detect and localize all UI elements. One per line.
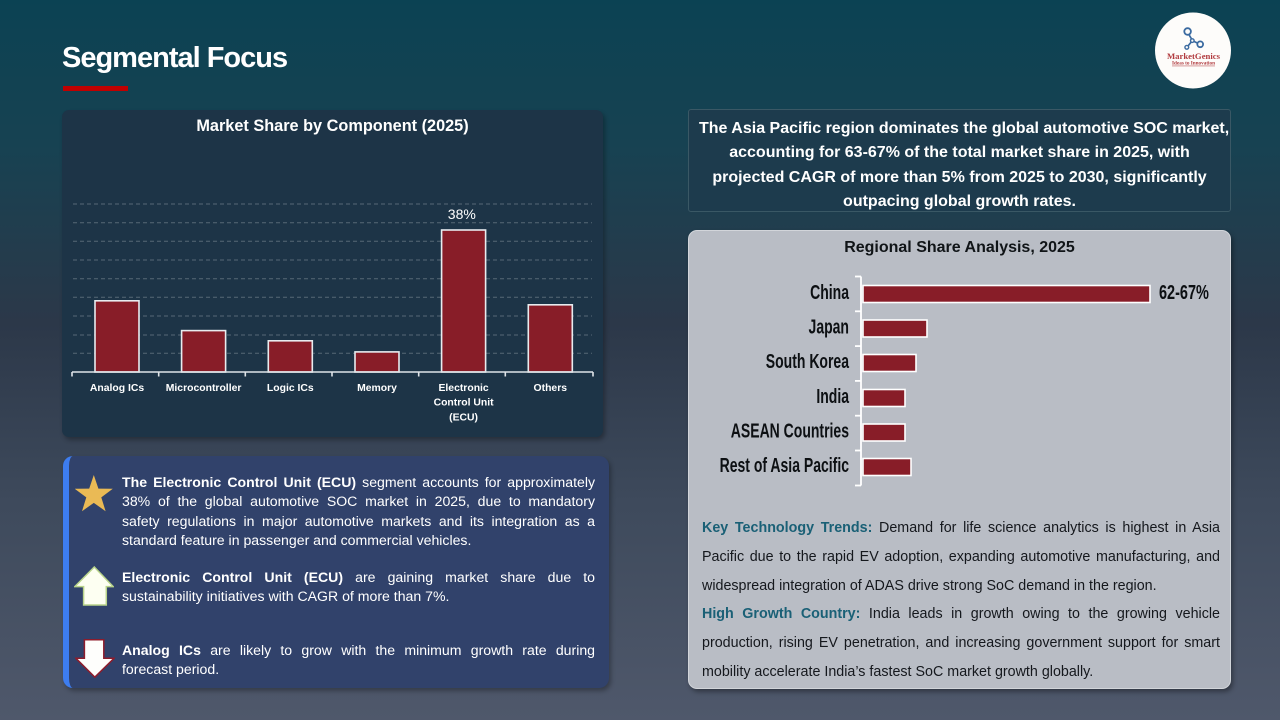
svg-text:38%: 38% [448, 206, 476, 222]
svg-text:China: China [810, 281, 849, 304]
svg-text:Analog ICs: Analog ICs [90, 383, 144, 394]
svg-text:(ECU): (ECU) [449, 412, 478, 423]
svg-text:62-67%: 62-67% [1159, 281, 1209, 304]
svg-text:MarketGenics: MarketGenics [1167, 51, 1221, 61]
svg-text:Ideas to Innovation: Ideas to Innovation [1172, 61, 1215, 67]
svg-text:Logic ICs: Logic ICs [267, 383, 314, 394]
svg-text:Rest of Asia Pacific: Rest of Asia Pacific [720, 453, 850, 476]
svg-text:South Korea: South Korea [766, 350, 850, 373]
svg-text:Microcontroller: Microcontroller [166, 383, 242, 394]
svg-text:Others: Others [534, 383, 568, 394]
svg-text:Control Unit: Control Unit [434, 398, 495, 409]
svg-text:India: India [816, 384, 849, 407]
svg-text:Memory: Memory [357, 383, 397, 394]
svg-text:ASEAN Countries: ASEAN Countries [731, 419, 849, 442]
svg-text:Electronic: Electronic [438, 383, 488, 394]
svg-text:Japan: Japan [809, 315, 849, 338]
